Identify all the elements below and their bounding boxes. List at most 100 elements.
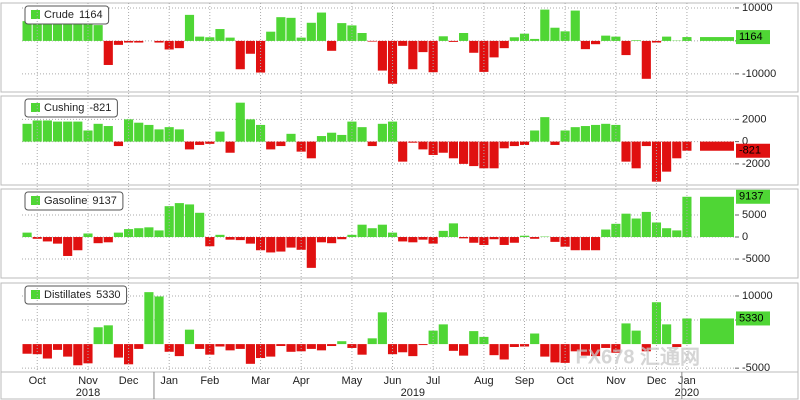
bar [438,324,448,345]
bar [73,121,83,142]
bar [337,341,347,345]
bar [205,237,215,247]
bar [590,124,601,142]
bar [93,25,103,41]
bar [154,230,164,238]
bar [621,141,631,162]
legend-box [24,98,118,118]
bar [266,344,276,357]
bar [509,344,519,347]
legend-value: 9137 [92,195,116,207]
bar [367,141,377,147]
bar [225,237,235,240]
legend-name: Cushing [44,102,84,114]
bar [184,141,195,150]
panel-frame [0,95,799,186]
bar [195,36,205,41]
bar [418,237,428,240]
legend-name: Gasoline [44,195,87,207]
bar [570,237,580,251]
bar [42,237,52,242]
legend-swatch [31,10,40,19]
bar [651,40,662,43]
bar [651,141,662,182]
x-tick-label: Jun [384,375,402,387]
last-value-tag [736,30,770,45]
bar [195,344,205,349]
bar [245,40,255,54]
bar [631,330,641,345]
bar [93,237,103,244]
bar [306,141,316,159]
bar [154,40,164,43]
bar [448,40,459,42]
bar [63,121,73,142]
bar [103,237,113,243]
bar [113,344,124,358]
bar [286,133,296,142]
bar [428,141,438,155]
bar [641,344,651,352]
bar [590,344,601,357]
bar [164,344,174,352]
bar [174,344,184,357]
bar [682,37,692,41]
bar [255,124,266,142]
bar [32,120,42,142]
x-tick-label: Sep [515,375,535,387]
panel-frame [0,188,799,279]
bar [316,12,327,41]
last-value-block [700,141,734,151]
bar [286,344,296,352]
bar [530,333,540,345]
bar [22,21,32,41]
last-value-tag [736,189,770,204]
bar [580,126,590,142]
panel-frame [0,2,799,93]
bar [124,40,134,43]
bar [215,344,225,347]
bar [469,40,479,53]
bar [641,40,651,79]
last-value-label: 9137 [739,191,763,203]
bar [469,331,479,345]
y-tick-label: 10000 [742,2,773,14]
bar [672,141,682,159]
bar [174,203,184,238]
bar [651,222,662,238]
bar [276,344,286,347]
bar [42,344,52,359]
x-tick-label: Aug [474,375,494,387]
bar [631,141,641,169]
x-tick-label: Jan [678,375,696,387]
bar [540,117,550,142]
bar [144,292,154,345]
bar [235,40,245,70]
bar [367,338,377,345]
bar [154,296,164,345]
bar [662,228,672,238]
y-tick-label: -2000 [742,158,770,170]
y-tick-label: -10000 [742,68,776,80]
bar [621,213,631,238]
legend-box [24,5,110,25]
bar [611,124,621,142]
bar [621,40,631,56]
bar [459,344,469,356]
bar [398,237,408,242]
x-tick-label: Jan [160,375,178,387]
legend-name: Crude [44,9,74,21]
bar [560,130,570,142]
bar [357,224,367,238]
bar [83,24,93,41]
bar [519,235,530,238]
bar [266,31,276,41]
x-tick-label: Oct [29,375,46,387]
bar [590,40,601,45]
bar [519,141,530,145]
bar [377,312,387,345]
bar [164,127,174,142]
bar [377,224,387,238]
bar [601,123,611,142]
